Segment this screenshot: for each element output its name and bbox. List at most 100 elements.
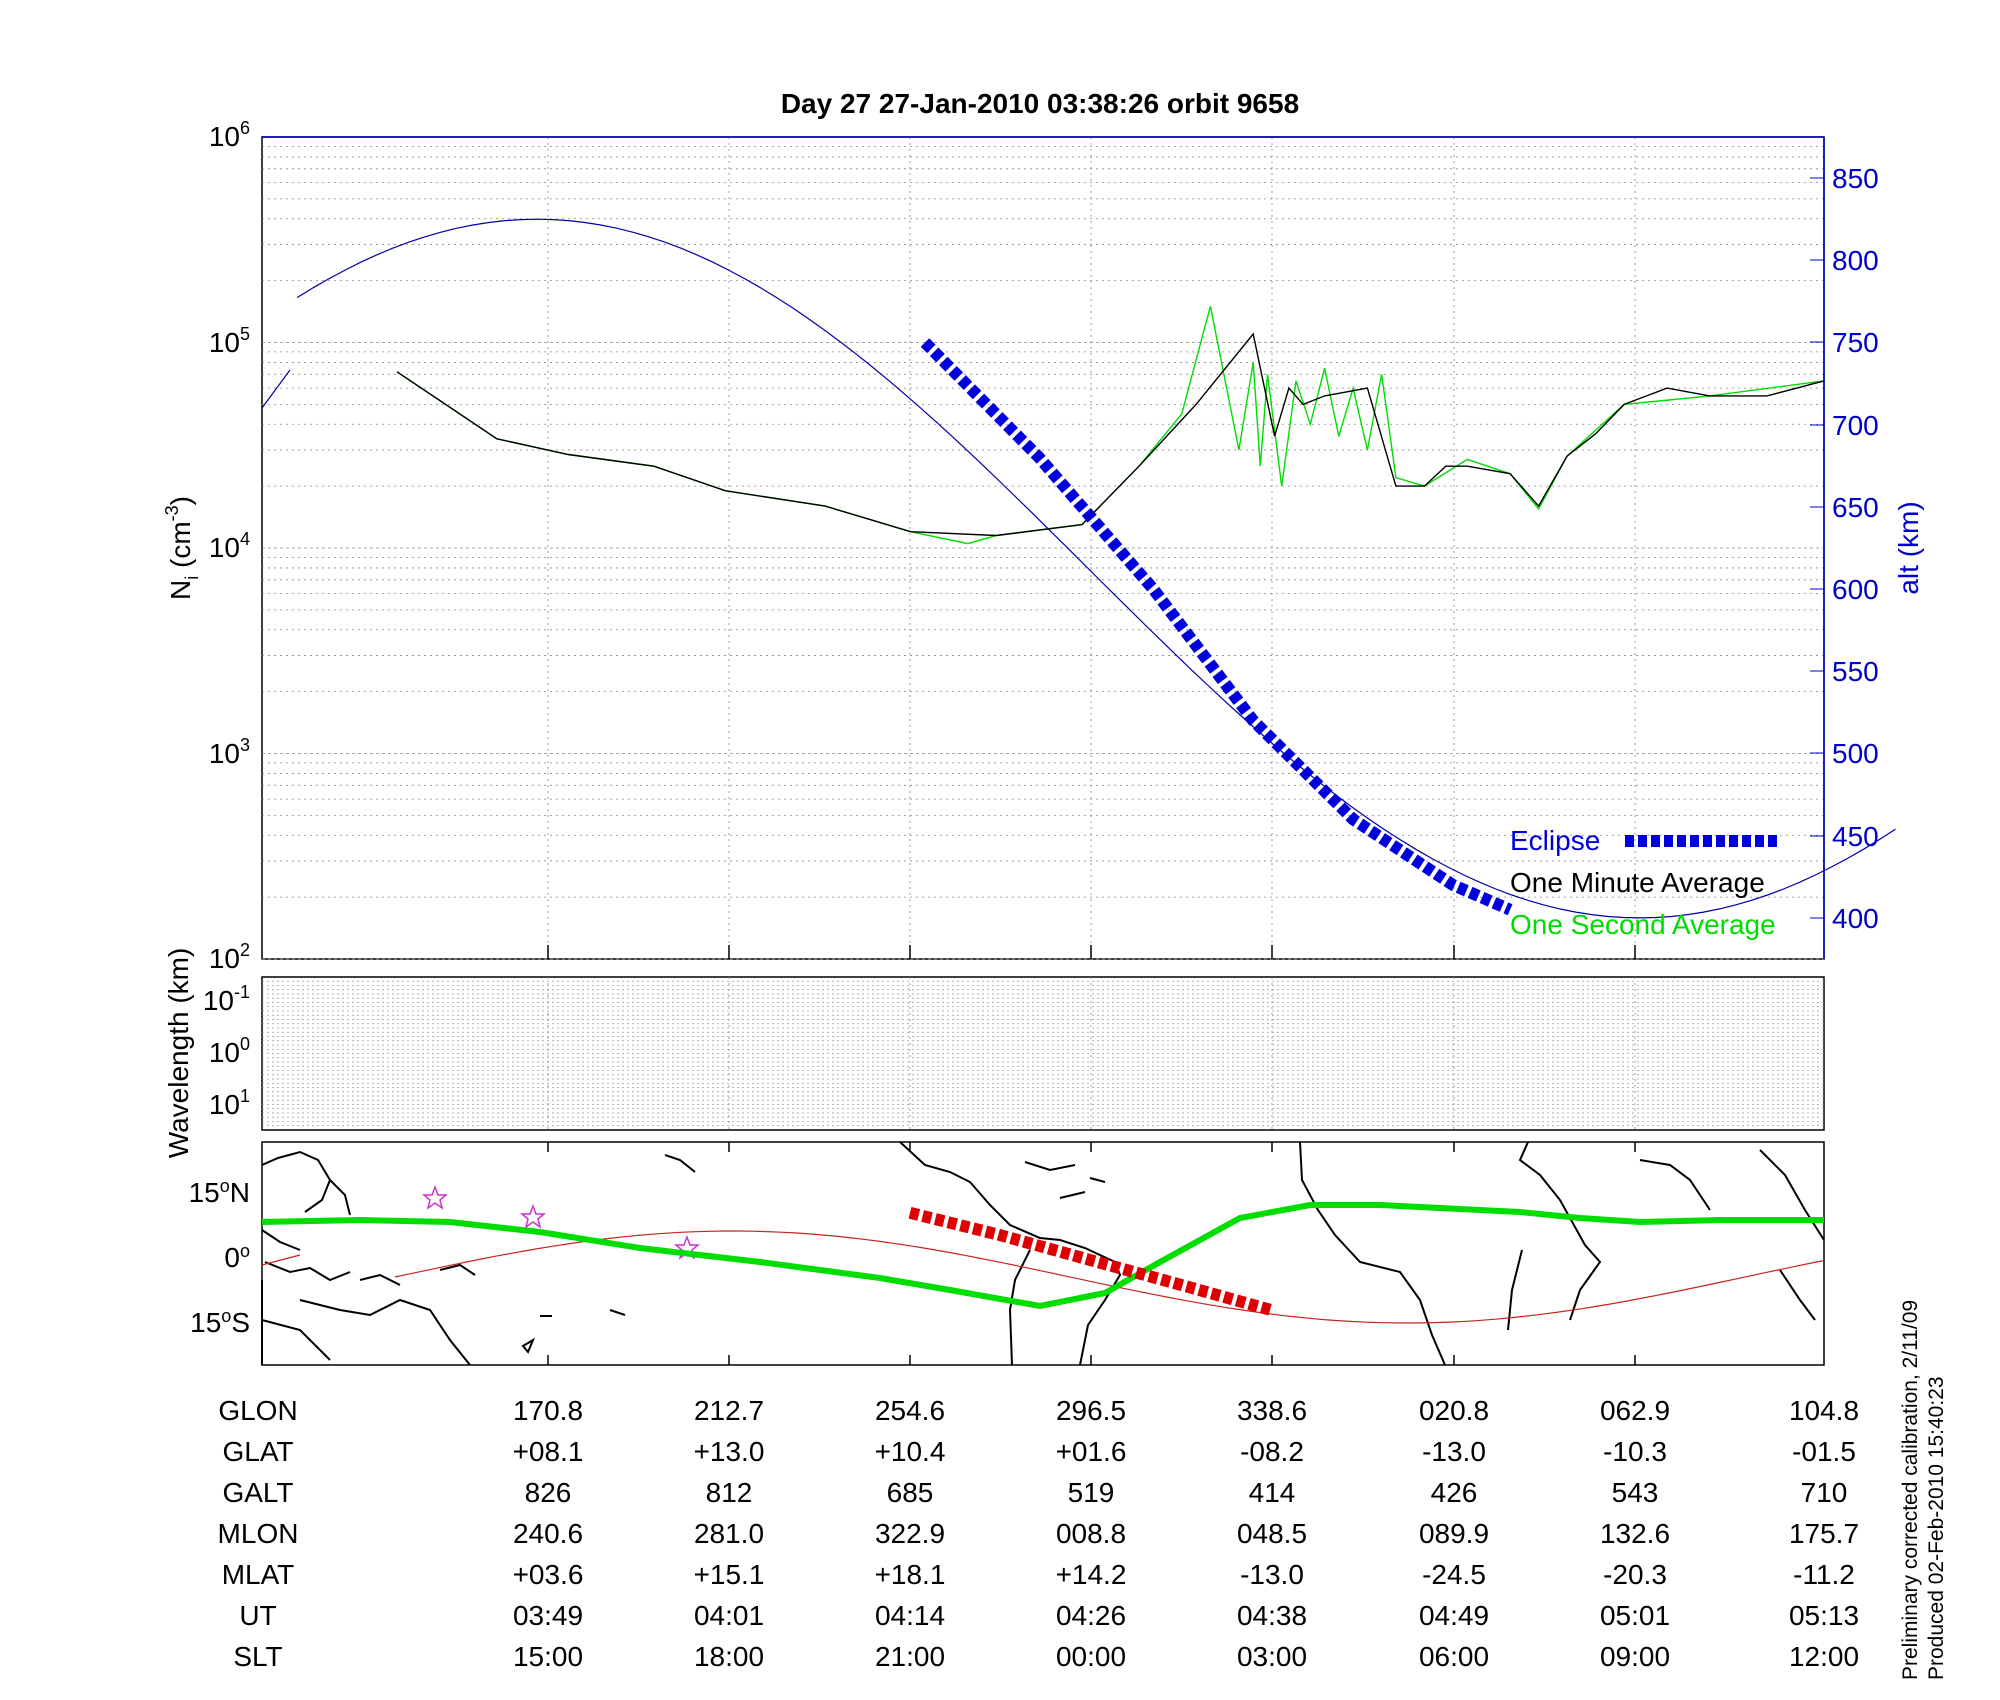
density-y-axis-label: Ni (cm-3) (162, 496, 202, 600)
table-cell: 426 (1431, 1477, 1478, 1508)
table-cell: 710 (1801, 1477, 1848, 1508)
altitude-axis-label: alt (km) (1893, 501, 1924, 594)
coastline-asia-australia (261, 1150, 476, 1366)
series-eclipse (920, 338, 1513, 916)
table-cell: 212.7 (694, 1395, 764, 1426)
coastline-africa-europe (1299, 1141, 1825, 1366)
table-cell: 21:00 (875, 1641, 945, 1672)
table-cell: -20.3 (1603, 1559, 1667, 1590)
table-cell: -13.0 (1240, 1559, 1304, 1590)
table-cell: 170.8 (513, 1395, 583, 1426)
table-cell: 414 (1249, 1477, 1296, 1508)
alt-tick-800: 800 (1832, 245, 1879, 276)
density-y-tick-labels: 106 105 104 103 102 (209, 118, 250, 974)
series-one-minute-average (396, 332, 1825, 537)
table-row-label-ut: UT (239, 1600, 276, 1631)
table-cell: 281.0 (694, 1518, 764, 1549)
table-row-label-galt: GALT (222, 1477, 293, 1508)
legend-minute-label: One Minute Average (1510, 867, 1765, 898)
table-cell: +03.6 (513, 1559, 584, 1590)
lat-tick-15n: 15oN (189, 1176, 250, 1208)
table-cell: 240.6 (513, 1518, 583, 1549)
table-row-label-glon: GLON (218, 1395, 297, 1426)
table-cell: +08.1 (513, 1436, 584, 1467)
alt-tick-550: 550 (1832, 656, 1879, 687)
density-series (261, 218, 1896, 919)
legend: Eclipse One Minute Average One Second Av… (1510, 825, 1778, 940)
density-panel: 106 105 104 103 102 Ni (cm-3) 850 800 75… (162, 118, 1924, 974)
table-cell: 12:00 (1789, 1641, 1859, 1672)
table-cell: +10.4 (875, 1436, 946, 1467)
coastlines (261, 1141, 1825, 1366)
table-cell: 09:00 (1600, 1641, 1670, 1672)
table-cell: +15.1 (694, 1559, 765, 1590)
table-cell: 296.5 (1056, 1395, 1126, 1426)
calibration-note: Preliminary corrected calibration, 2/11/… (1899, 1300, 1922, 1680)
table-cell: -01.5 (1792, 1436, 1856, 1467)
table-cell: 04:38 (1237, 1600, 1307, 1631)
table-cell: 062.9 (1600, 1395, 1670, 1426)
coastline-islands (521, 1154, 696, 1354)
table-row-label-slt: SLT (233, 1641, 282, 1672)
table-cell: 089.9 (1419, 1518, 1489, 1549)
map-area (261, 1141, 1825, 1366)
produced-note: Produced 02-Feb-2010 15:40:23 (1925, 1376, 1948, 1680)
alt-tick-650: 650 (1832, 492, 1879, 523)
table-row-label-glat: GLAT (222, 1436, 293, 1467)
y-tick-label-1e3: 103 (209, 735, 250, 769)
table-cell: 812 (706, 1477, 753, 1508)
table-cell: 04:49 (1419, 1600, 1489, 1631)
y-tick-label-1e5: 105 (209, 324, 250, 358)
table-cell: 03:49 (513, 1600, 583, 1631)
map-ticks (547, 1142, 1636, 1365)
table-cell: 020.8 (1419, 1395, 1489, 1426)
table-cell: 05:01 (1600, 1600, 1670, 1631)
wavelength-axis-label: Wavelength (km) (163, 948, 194, 1159)
table-cell: +01.6 (1056, 1436, 1127, 1467)
alt-tick-700: 700 (1832, 410, 1879, 441)
y-tick-label-1e2: 102 (209, 940, 250, 974)
table-cell: 048.5 (1237, 1518, 1307, 1549)
wavelength-grid (262, 977, 1824, 1130)
wavelength-panel: 10-1 100 101 Wavelength (km) (163, 948, 1825, 1159)
table-cell: 008.8 (1056, 1518, 1126, 1549)
table-cell: 15:00 (513, 1641, 583, 1672)
y-tick-label-1e6: 106 (209, 118, 250, 152)
lat-tick-0: 0o (224, 1241, 250, 1273)
map-eclipse-segment (908, 1206, 1274, 1317)
altitude-orbit-curve-prev (261, 369, 291, 409)
altitude-orbit-curve (296, 218, 1896, 919)
alt-tick-600: 600 (1832, 574, 1879, 605)
alt-tick-850: 850 (1832, 163, 1879, 194)
table-cell: 104.8 (1789, 1395, 1859, 1426)
table-cell: 254.6 (875, 1395, 945, 1426)
legend-second-label: One Second Average (1510, 909, 1776, 940)
table-cell: +14.2 (1056, 1559, 1127, 1590)
table-cell: 826 (525, 1477, 572, 1508)
table-cell: -24.5 (1422, 1559, 1486, 1590)
magnetic-equator-line (261, 1202, 1824, 1310)
table-cell: +18.1 (875, 1559, 946, 1590)
table-cell: -11.2 (1793, 1559, 1855, 1590)
map-series (261, 1202, 1825, 1324)
alt-tick-400: 400 (1832, 903, 1879, 934)
table-cell: 132.6 (1600, 1518, 1670, 1549)
table-cell: 338.6 (1237, 1395, 1307, 1426)
table-cell: 175.7 (1789, 1518, 1859, 1549)
table-cell: 03:00 (1237, 1641, 1307, 1672)
star-marker-2 (519, 1203, 547, 1229)
table-cell: 04:26 (1056, 1600, 1126, 1631)
altitude-ticks: 850 800 750 700 650 600 550 500 450 400 (1810, 163, 1879, 934)
table-cell: -08.2 (1240, 1436, 1304, 1467)
table-cell: -13.0 (1422, 1436, 1486, 1467)
coastline-americas (899, 1141, 1122, 1366)
ground-track-map: 15oN 0o 15oS (189, 1141, 1825, 1366)
wavelength-tick-1e0: 100 (209, 1034, 250, 1068)
table-cell: -10.3 (1603, 1436, 1667, 1467)
alt-tick-750: 750 (1832, 327, 1879, 358)
table-cell: 06:00 (1419, 1641, 1489, 1672)
table-cell: 543 (1612, 1477, 1659, 1508)
table-cell: 322.9 (875, 1518, 945, 1549)
